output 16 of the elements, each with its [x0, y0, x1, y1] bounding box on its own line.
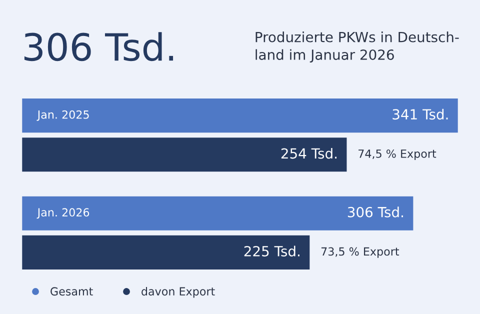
- chart-subtitle: Produzierte PKWs in Deutsch- land im Januar 2026: [256, 32, 459, 63]
- data-label: 254 Tsd.: [281, 148, 337, 159]
- annotation: 73,5 % Export: [321, 247, 400, 258]
- legend-label: Gesamt: [50, 287, 93, 296]
- legend-label: davon Export: [142, 286, 215, 298]
- data-label: 225 Tsd.: [244, 246, 300, 256]
- chart-title: 306 Tsd.: [24, 32, 174, 62]
- data-label: 306 Tsd.: [348, 206, 403, 218]
- bar: [22, 138, 347, 172]
- bar: [22, 98, 458, 133]
- y-tick-label: Jan. 2026: [36, 208, 90, 219]
- bar: [22, 235, 310, 270]
- annotation: 74,5 % Export: [358, 149, 436, 160]
- data-label: 341 Tsd.: [392, 108, 448, 120]
- bar: [22, 196, 414, 230]
- y-tick-label: Jan. 2025: [36, 110, 89, 121]
